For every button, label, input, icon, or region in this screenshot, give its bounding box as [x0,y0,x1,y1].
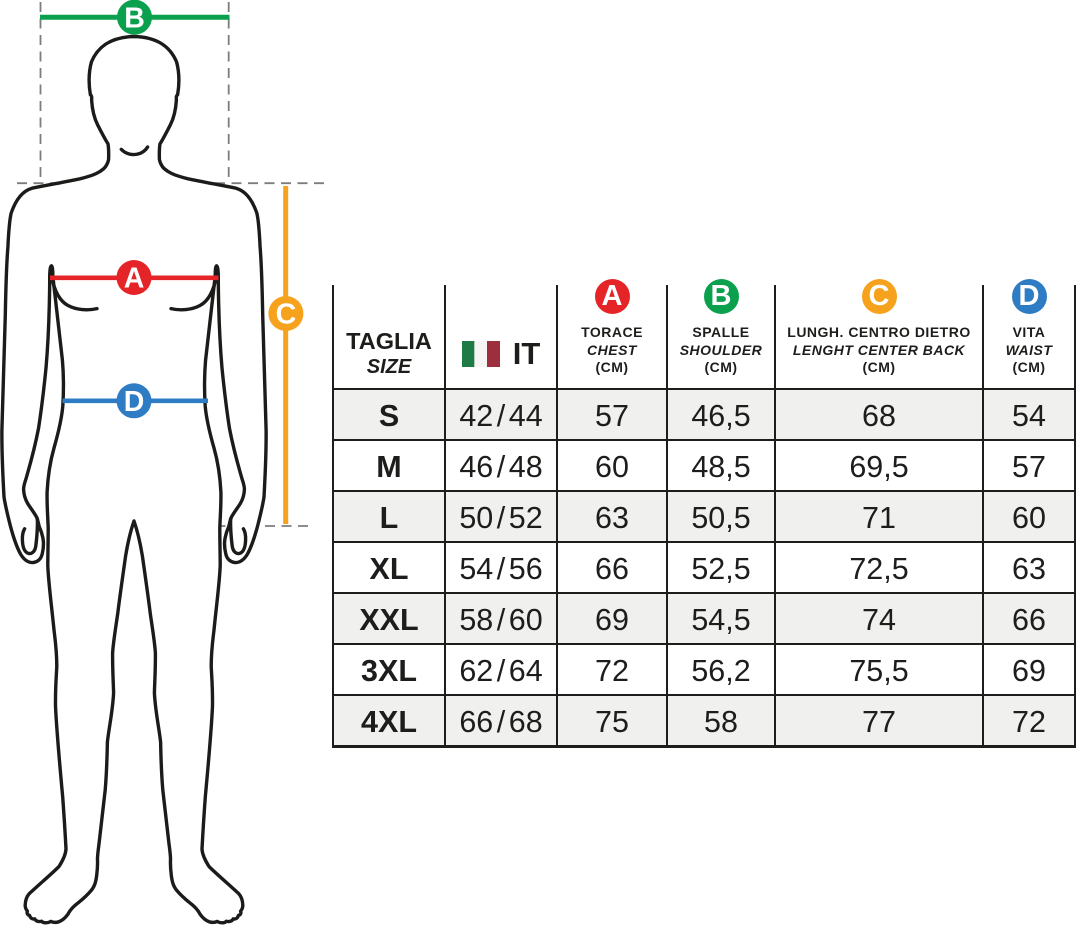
svg-text:B: B [124,2,145,34]
svg-text:A: A [124,263,145,295]
svg-text:C: C [276,299,297,331]
svg-text:D: D [124,386,145,418]
